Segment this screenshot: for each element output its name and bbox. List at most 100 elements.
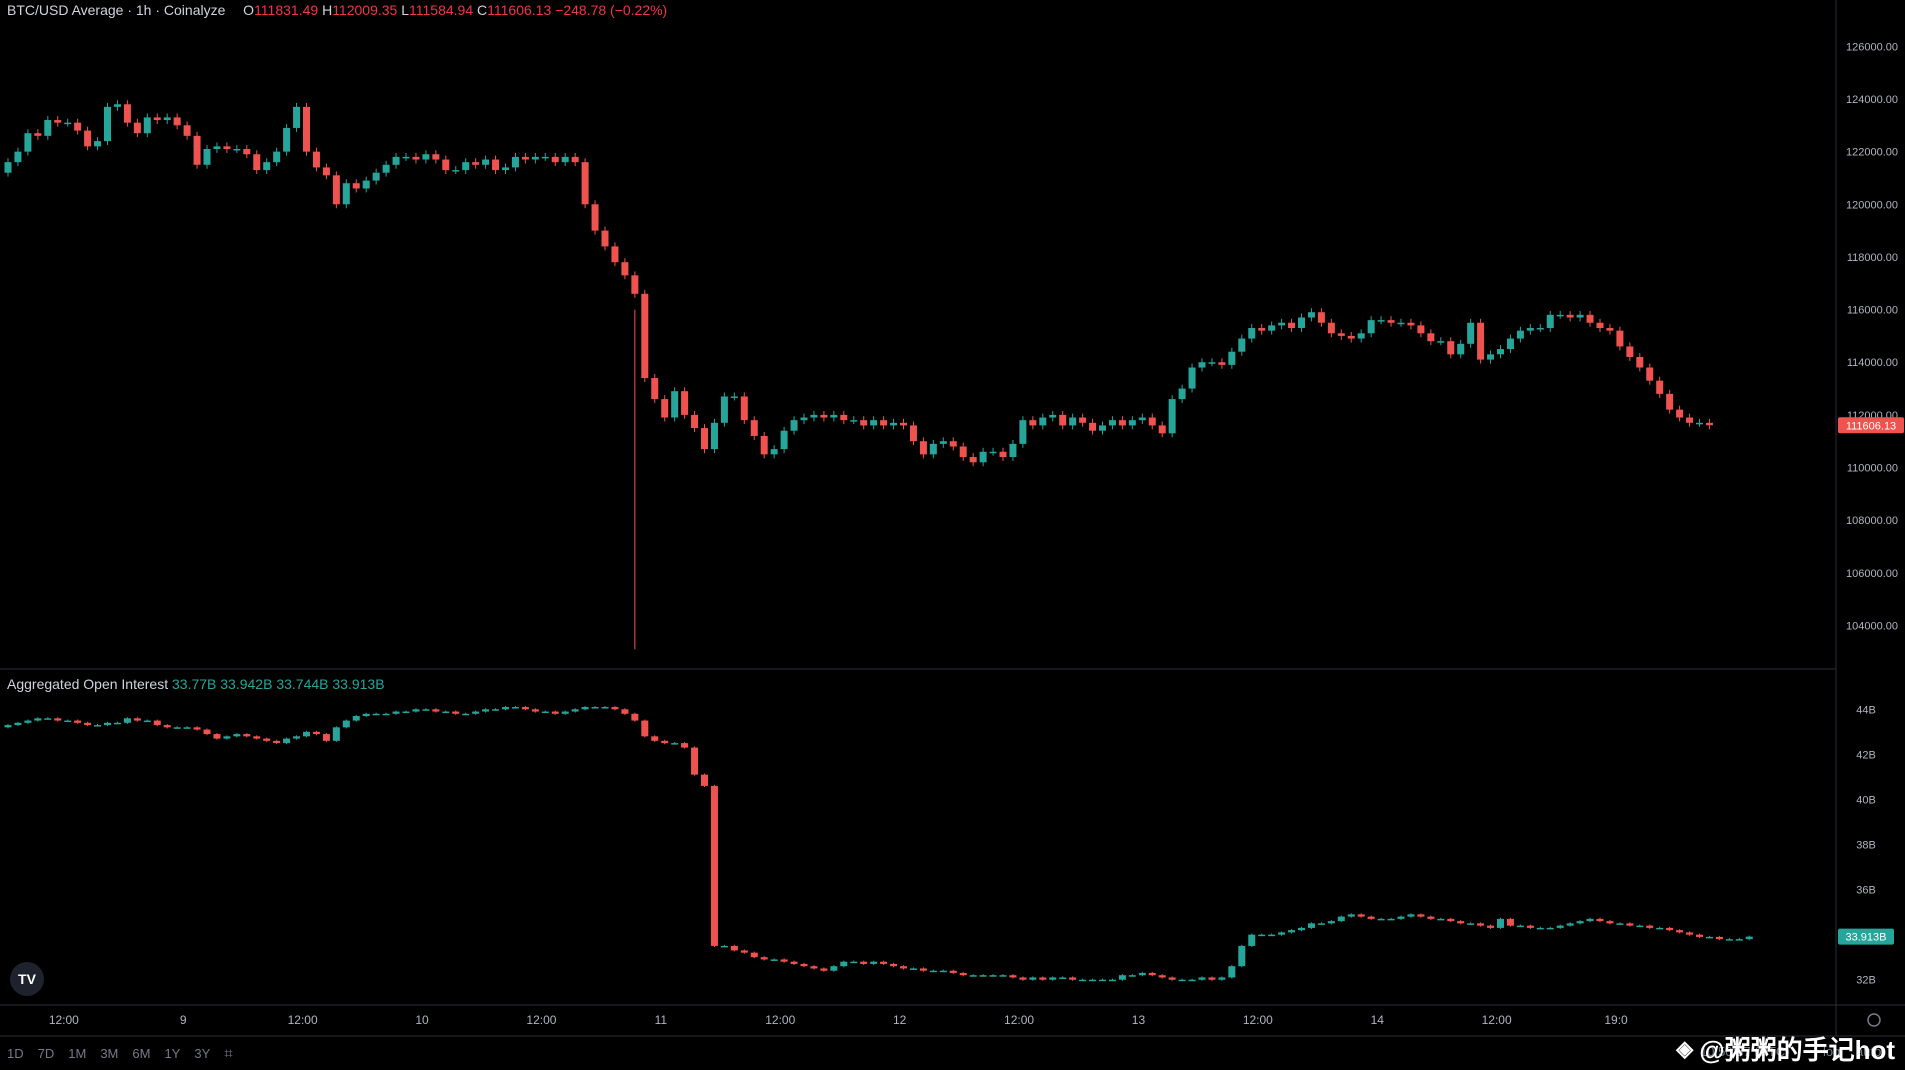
oi-candle-body — [1735, 939, 1743, 941]
oi-candle-body — [1188, 979, 1196, 982]
oi-tick-label: 38B — [1856, 840, 1876, 852]
oi-candle-body — [362, 713, 370, 717]
oi-candle-body — [402, 711, 410, 714]
oi-candle-body — [820, 968, 828, 971]
time-tick-label: 12:00 — [765, 1013, 795, 1027]
price-candle-body — [153, 117, 161, 121]
price-candle-body — [521, 156, 529, 160]
price-candle-body — [1029, 420, 1037, 426]
price-candle-body — [1278, 322, 1286, 326]
tf-3m-button[interactable]: 3M — [100, 1045, 119, 1061]
oi-candle-body — [1228, 966, 1236, 978]
price-candle-body — [681, 391, 689, 415]
price-candle-body — [1128, 420, 1136, 426]
price-candle-body — [1118, 420, 1126, 426]
price-candle-body — [1288, 322, 1296, 329]
price-candle-body — [691, 414, 699, 429]
oi-candle-body — [74, 720, 82, 723]
tf-3y-button[interactable]: 3Y — [194, 1045, 211, 1061]
oi-candle-body — [1138, 972, 1146, 976]
price-candle-body — [1049, 414, 1057, 418]
price-candle-body — [631, 275, 639, 294]
oi-candle-body — [601, 707, 609, 709]
tf-6m-button[interactable]: 6M — [132, 1045, 151, 1061]
price-candle-body — [342, 183, 350, 205]
oi-candle-body — [1029, 977, 1037, 980]
price-candle-body — [1019, 420, 1027, 444]
price-candle-body — [243, 149, 251, 155]
oi-candle-body — [273, 740, 281, 744]
price-candle-body — [949, 441, 957, 447]
oi-candle-body — [720, 945, 728, 948]
oi-candle-body — [1417, 914, 1425, 917]
oi-candle-body — [1158, 975, 1166, 978]
price-candle-body — [1069, 417, 1077, 426]
oi-candle-body — [1118, 975, 1126, 980]
oi-title: Aggregated Open Interest — [7, 676, 169, 692]
oi-candle-body — [233, 734, 241, 737]
price-candle-body — [701, 428, 708, 450]
price-candle-body — [143, 117, 151, 134]
price-candle-body — [641, 293, 649, 379]
low-value: 111584.94 — [409, 2, 474, 18]
time-tick-label: 13 — [1132, 1013, 1146, 1027]
oi-candle-body — [1168, 977, 1176, 980]
tf-1m-button[interactable]: 1M — [68, 1045, 87, 1061]
oi-candle-body — [1278, 932, 1286, 935]
price-candle-body — [621, 262, 629, 276]
price-candle-body — [511, 156, 519, 168]
oi-candle-body — [1298, 927, 1305, 931]
symbol-title: BTC/USD Average · 1h · Coinalyze — [7, 2, 226, 18]
price-candle-body — [1377, 320, 1385, 322]
oi-tick-label: 44B — [1856, 704, 1876, 716]
oi-candle-body — [1357, 914, 1365, 917]
price-candle-body — [1268, 325, 1276, 331]
price-candle-body — [34, 133, 42, 136]
tradingview-logo[interactable]: TV — [10, 962, 44, 996]
oi-candle-body — [1497, 918, 1504, 928]
oi-candle-body — [870, 961, 878, 964]
price-candle-body — [1686, 417, 1694, 423]
time-tick-label: 11 — [655, 1013, 668, 1027]
oi-candle-body — [1258, 934, 1266, 937]
price-candle-body — [850, 420, 858, 422]
price-candle-body — [601, 230, 609, 247]
price-candle-body — [312, 151, 320, 168]
price-candle-body — [303, 106, 310, 152]
price-candle-body — [551, 156, 559, 163]
status-clock: 10:50:37 (UTC) — [1700, 1044, 1790, 1059]
tf-1y-button[interactable]: 1Y — [164, 1045, 181, 1061]
oi-candle-body — [1725, 939, 1733, 941]
date-range-icon[interactable]: ⌗ — [224, 1044, 233, 1062]
oi-candle-body — [223, 736, 231, 739]
oi-candle-body — [1238, 945, 1246, 967]
oi-candle-body — [44, 718, 52, 720]
oi-candle-body — [84, 722, 92, 726]
price-candle-body — [1347, 335, 1355, 339]
tf-7d-button[interactable]: 7D — [37, 1045, 55, 1061]
time-tick-label: 19:0 — [1604, 1013, 1628, 1027]
oi-candle-body — [104, 722, 111, 726]
auto-toggle[interactable]: auto — [1856, 1044, 1882, 1059]
oi-candle-body — [651, 736, 659, 741]
oi-candle-body — [850, 961, 858, 964]
oi-candle-body — [1646, 925, 1654, 928]
oi-candle-body — [1566, 923, 1574, 926]
tf-1d-button[interactable]: 1D — [7, 1045, 24, 1061]
oi-candle-body — [900, 966, 907, 969]
oi-candle-body — [830, 966, 838, 971]
oi-candle-body — [1218, 977, 1226, 980]
price-candle-body — [1337, 333, 1345, 336]
log-toggle[interactable]: log — [1823, 1044, 1841, 1059]
price-candle-body — [1656, 380, 1664, 394]
last-price-marker — [1838, 417, 1904, 434]
oi-candle-body — [1636, 925, 1644, 928]
price-candle-body — [14, 151, 22, 163]
price-candle-body — [929, 443, 937, 455]
oi-candle-body — [153, 720, 161, 726]
oi-candle-body — [1686, 932, 1694, 935]
oi-candle-body — [432, 709, 440, 712]
settings-gear-icon[interactable] — [1867, 1013, 1881, 1027]
price-candle-body — [611, 246, 619, 263]
